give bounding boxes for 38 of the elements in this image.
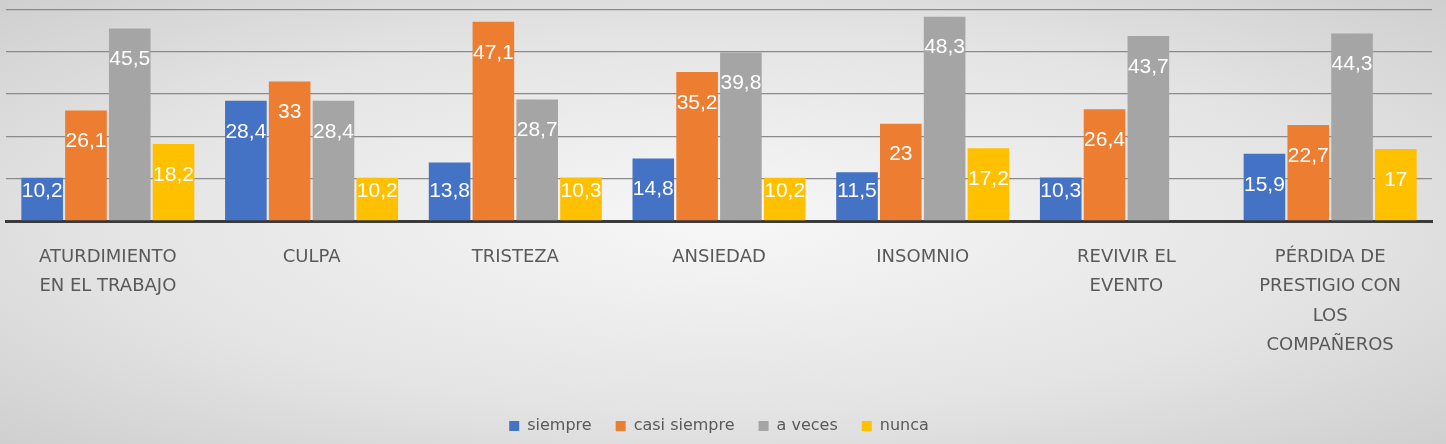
data-label: 43,7 [1127,53,1169,77]
data-label: 33 [277,99,302,123]
data-label: 44,3 [1331,51,1373,75]
legend-label: casi siempre [633,415,735,435]
data-label: 26,4 [1084,127,1126,151]
data-label: 10,2 [764,178,806,202]
x-tick-label: CULPA [282,245,342,267]
data-label: 45,5 [109,46,151,70]
x-tick-label: ATURDIMIENTO EN EL TRABAJO [39,245,177,296]
data-label: 13,8 [429,178,471,202]
data-label: 10,3 [1040,178,1082,202]
data-label: 17,2 [967,166,1009,190]
data-label: 35,2 [676,89,718,113]
x-tick-label: REVIVIR EL EVENTO [1077,245,1176,296]
data-label: 18,2 [153,161,194,185]
data-label: 23 [889,141,913,165]
data-label: 47,1 [472,39,514,63]
data-label: 28,4 [225,118,267,142]
data-label: 17 [1384,166,1408,190]
data-label: 39,8 [720,70,762,94]
data-label: 48,3 [924,34,966,58]
data-label: 22,7 [1287,142,1329,166]
x-tick-label: INSOMNIO [876,245,970,267]
legend-label: a veces [776,415,838,435]
x-tick-label: ANSIEDAD [672,245,766,267]
data-label: 10,2 [21,178,63,202]
data-label: 10,2 [356,178,398,202]
data-label: 10,3 [560,178,602,202]
data-label: 11,5 [837,178,877,202]
legend-label: nunca [879,415,929,435]
data-label: 15,9 [1244,171,1285,195]
data-label: 14,8 [632,176,674,200]
data-label: 26,1 [65,128,107,152]
x-tick-label: TRISTEZA [470,245,560,267]
legend-label: siempre [527,415,592,435]
x-tick-label: PÉRDIDA DE PRESTIGIO CON LOS COMPAÑEROS [1259,245,1402,354]
data-label: 28,4 [313,118,355,142]
data-label: 28,7 [516,117,558,141]
